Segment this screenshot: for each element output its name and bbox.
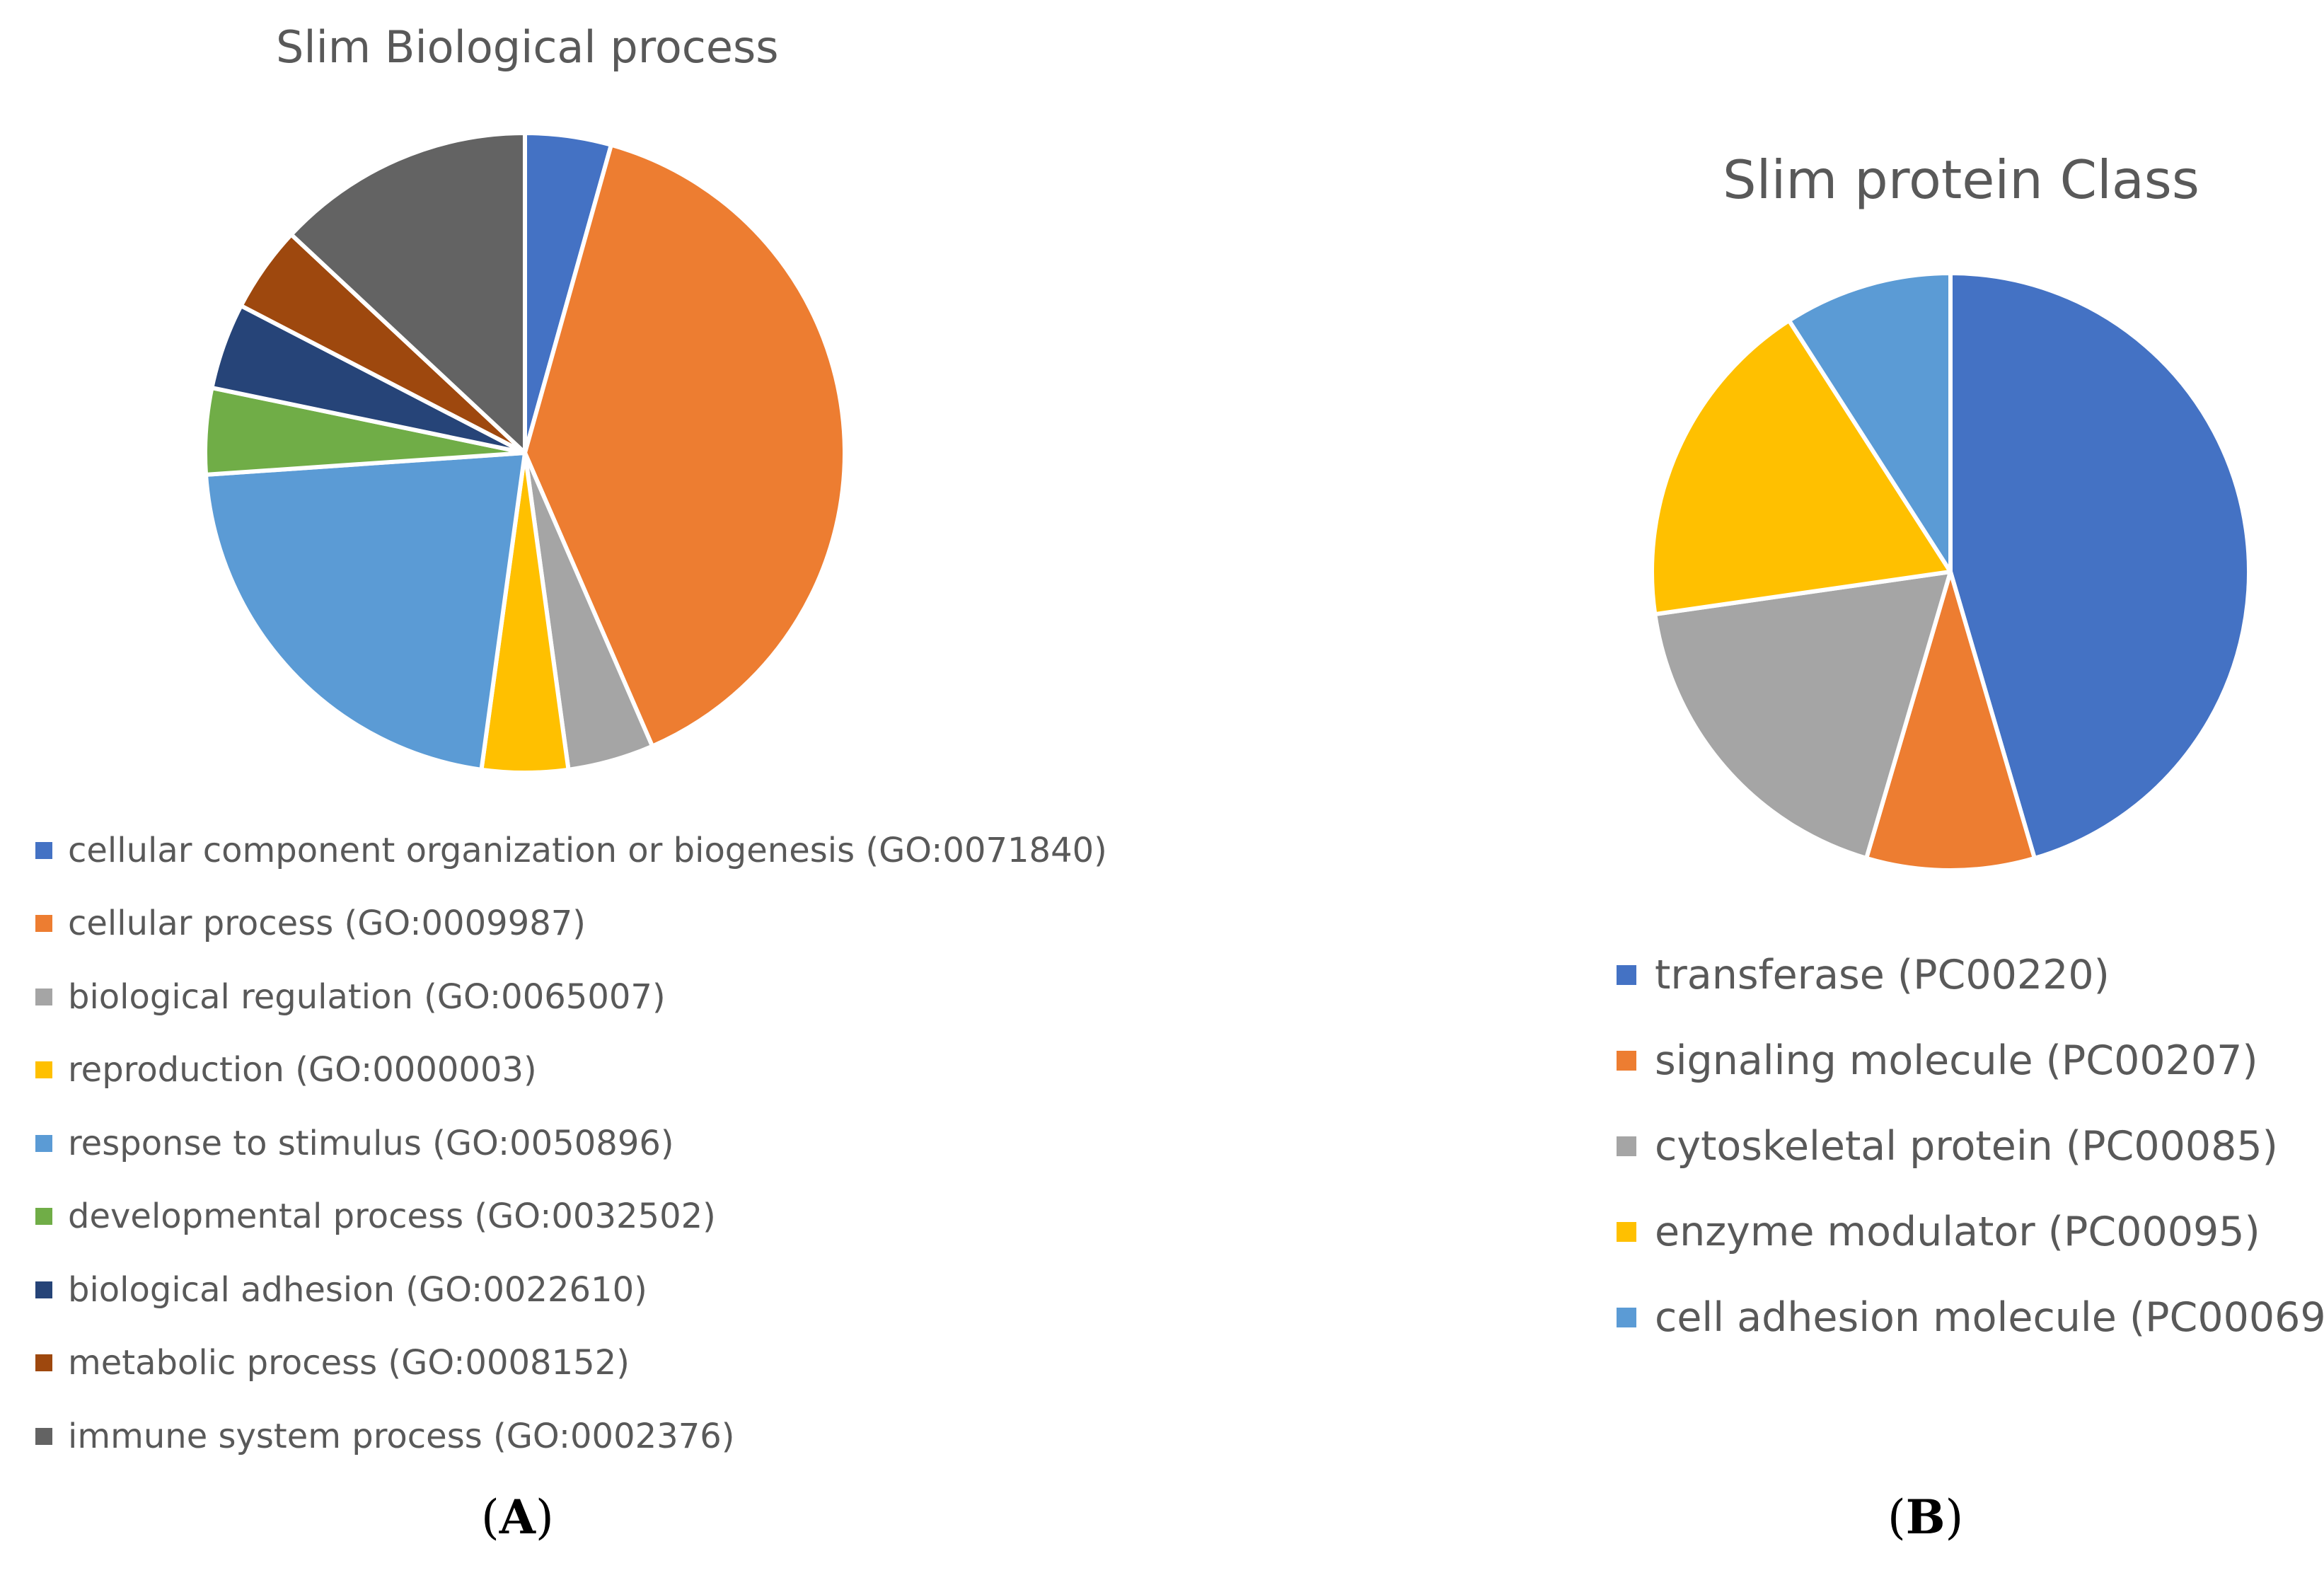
legend-label: cell adhesion molecule (PC00069) xyxy=(1655,1293,2324,1341)
panel-label-b: (B) xyxy=(1887,1489,1964,1545)
legend-swatch xyxy=(1617,1307,1636,1327)
legend-swatch xyxy=(35,1061,52,1079)
pie-slice-signaling-molecule xyxy=(1864,570,2037,872)
legend-label: biological adhesion (GO:0022610) xyxy=(68,1269,647,1310)
legend-label: transferase (PC00220) xyxy=(1655,952,2110,999)
pie-slice-cell-adhesion-molecule xyxy=(1786,271,1953,574)
legend-protein-class: transferase (PC00220) signaling molecule … xyxy=(1617,933,2324,1360)
legend-biological-process: cellular component organization or bioge… xyxy=(35,814,1107,1473)
legend-swatch xyxy=(35,1134,52,1152)
legend-entry-reproduction: reproduction (GO:0000003) xyxy=(35,1034,1107,1107)
legend-entry-cellular-process: cellular process (GO:0009987) xyxy=(35,887,1107,961)
legend-label: cellular process (GO:0009987) xyxy=(68,904,586,944)
legend-entry-metabolic-process: metabolic process (GO:0008152) xyxy=(35,1327,1107,1400)
legend-label: metabolic process (GO:0008152) xyxy=(68,1343,630,1383)
legend-swatch xyxy=(35,1208,52,1226)
legend-swatch xyxy=(35,915,52,933)
pie-slice-response-to-stimulus xyxy=(204,451,527,772)
legend-label: response to stimulus (GO:0050896) xyxy=(68,1123,674,1163)
legend-label: biological regulation (GO:0065007) xyxy=(68,976,666,1017)
panel-label-a: (A) xyxy=(481,1489,554,1545)
legend-entry-enzyme-modulator: enzyme modulator (PC00095) xyxy=(1617,1189,2324,1274)
legend-entry-biological-adhesion: biological adhesion (GO:0022610) xyxy=(35,1253,1107,1327)
legend-swatch xyxy=(35,1354,52,1372)
legend-label: signaling molecule (PC00207) xyxy=(1655,1037,2258,1085)
panel-b: Slim protein Class transferase (PC00220)… xyxy=(1556,0,2324,1585)
pie-chart-biological-process xyxy=(203,131,847,775)
legend-entry-immune-system-process: immune system process (GO:0002376) xyxy=(35,1400,1107,1473)
legend-entry-cellular-component-organization-or-biogenesis: cellular component organization or bioge… xyxy=(35,814,1107,887)
legend-swatch xyxy=(1617,1051,1636,1071)
pie-slice-enzyme-modulator xyxy=(1650,318,1953,617)
legend-entry-signaling-molecule: signaling molecule (PC00207) xyxy=(1617,1018,2324,1104)
legend-entry-developmental-process: developmental process (GO:0032502) xyxy=(35,1180,1107,1254)
pie-slice-immune-system-process xyxy=(289,131,527,455)
legend-label: enzyme modulator (PC00095) xyxy=(1655,1208,2260,1255)
legend-entry-response-to-stimulus: response to stimulus (GO:0050896) xyxy=(35,1107,1107,1180)
pie-slice-cellular-process xyxy=(523,142,847,749)
legend-label: cellular component organization or bioge… xyxy=(68,830,1107,870)
legend-swatch xyxy=(1617,1221,1636,1242)
pie-slice-cytoskeletal-protein xyxy=(1653,570,1953,860)
legend-label: developmental process (GO:0032502) xyxy=(68,1197,716,1237)
chart-title-protein-class: Slim protein Class xyxy=(1723,149,2199,211)
legend-swatch xyxy=(1617,965,1636,986)
legend-swatch xyxy=(1617,1136,1636,1156)
legend-swatch xyxy=(35,1427,52,1445)
legend-swatch xyxy=(35,1281,52,1298)
legend-label: reproduction (GO:0000003) xyxy=(68,1050,537,1090)
legend-swatch xyxy=(35,988,52,1005)
chart-title-biological-process: Slim Biological process xyxy=(276,21,779,73)
legend-entry-transferase: transferase (PC00220) xyxy=(1617,933,2324,1018)
pie-chart-protein-class xyxy=(1650,271,2252,872)
panel-a: Slim Biological process cellular compone… xyxy=(35,21,1107,1545)
legend-entry-cytoskeletal-protein: cytoskeletal protein (PC00085) xyxy=(1617,1104,2324,1189)
legend-entry-biological-regulation: biological regulation (GO:0065007) xyxy=(35,960,1107,1034)
legend-swatch xyxy=(35,841,52,859)
legend-label: cytoskeletal protein (PC00085) xyxy=(1655,1122,2278,1170)
legend-label: immune system process (GO:0002376) xyxy=(68,1416,735,1456)
pie-slice-transferase xyxy=(1948,271,2252,860)
legend-entry-cell-adhesion-molecule: cell adhesion molecule (PC00069) xyxy=(1617,1274,2324,1360)
